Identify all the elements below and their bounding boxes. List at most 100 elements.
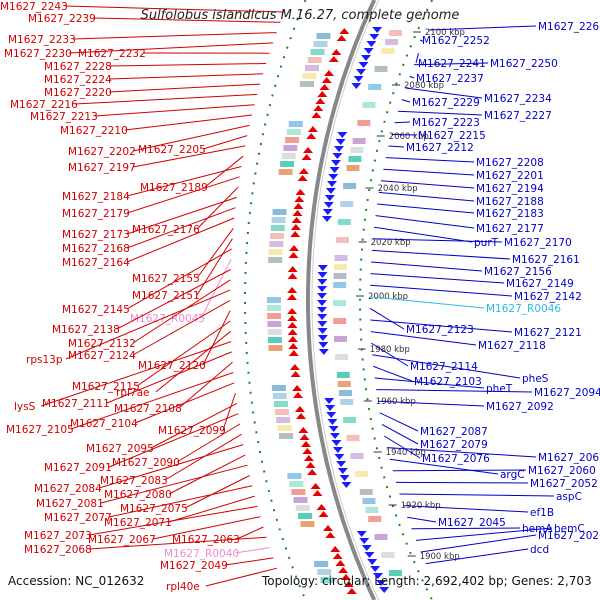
reverse-gene-arrow (329, 167, 340, 173)
left-leader-line (126, 207, 236, 249)
left-gene-label: M1627_2173 (62, 229, 130, 241)
reverse-gene-arrow (317, 314, 328, 320)
reverse-gene-arrow (317, 300, 327, 306)
left-leader-line (196, 238, 233, 296)
forward-gene-arrow (289, 245, 299, 251)
right-gene-label: M1627_R0046 (486, 303, 561, 315)
forward-gene-arrow (290, 224, 301, 230)
gene-block-inner (340, 399, 354, 405)
gene-block-inner (346, 435, 360, 441)
gene-block-inner (337, 219, 351, 225)
gene-block-inner (388, 570, 402, 576)
right-leader-line (385, 157, 475, 163)
forward-gene-arrow (292, 210, 303, 216)
forward-gene-arrow (287, 287, 298, 293)
gene-block-inner (359, 489, 373, 495)
reverse-gene-arrow (359, 538, 370, 544)
right-leader-line (374, 226, 473, 243)
right-leader-line (371, 342, 409, 367)
left-leader-line (178, 361, 233, 409)
left-gene-label: M1627_2202 (68, 146, 136, 158)
reverse-gene-arrow (364, 552, 375, 558)
left-leader-line (126, 217, 235, 263)
right-leader-line (371, 249, 511, 260)
right-gene-label: M1627_2065 (538, 452, 600, 464)
left-gene-label: M1627_2184 (62, 191, 130, 203)
reverse-gene-arrow (325, 188, 336, 194)
gene-block-outer (277, 425, 292, 431)
forward-gene-arrow (325, 532, 336, 538)
left-leader-line (41, 341, 232, 407)
right-leader-line (370, 284, 513, 297)
gene-block-outer (271, 217, 286, 223)
gene-block-inner (362, 102, 376, 108)
forward-gene-arrow (298, 427, 309, 433)
right-leader-line (373, 365, 413, 382)
gene-block-inner (368, 84, 382, 90)
left-gene-label: M1627_2105 (6, 424, 74, 436)
gene-block-outer (283, 145, 298, 151)
gene-block-inner (381, 552, 395, 558)
right-leader-line (415, 527, 553, 541)
left-leader-line (196, 228, 234, 279)
left-gene-label: M1627_2224 (44, 74, 112, 86)
gene-block-outer (267, 321, 282, 327)
left-gene-label: M1627_2081 (36, 498, 104, 510)
reverse-gene-arrow (358, 62, 369, 68)
right-gene-label: hemC (554, 523, 585, 535)
right-gene-label: M1627_2201 (476, 170, 544, 182)
reverse-gene-arrow (336, 461, 347, 467)
forward-gene-arrow (305, 462, 316, 468)
backbone-shadow (311, 0, 380, 600)
outer-dotted-ring (244, 0, 307, 600)
kbp-tick-label: 2040 kbp (378, 184, 418, 194)
forward-gene-arrow (330, 546, 341, 552)
gene-block-outer (305, 65, 319, 71)
left-gene-label: M1627_2176 (132, 224, 200, 236)
forward-gene-arrow (287, 273, 298, 279)
left-leader-line (88, 536, 267, 550)
left-leader-line (152, 516, 261, 540)
gene-block-inner (348, 156, 362, 162)
gene-block-inner (385, 39, 399, 45)
reverse-gene-arrow (363, 48, 374, 54)
left-gene-label: M1627_2179 (62, 208, 130, 220)
right-gene-label: M1627_2142 (514, 291, 582, 303)
forward-gene-arrow (303, 147, 313, 153)
right-gene-label: dcd (530, 544, 549, 556)
reverse-gene-arrow (317, 307, 327, 313)
gene-block-inner (346, 165, 360, 171)
left-leader-line (100, 464, 248, 504)
left-leader-line (126, 248, 232, 310)
gene-block-outer (288, 121, 303, 127)
left-leader-line (184, 475, 250, 509)
right-leader-line (377, 203, 475, 214)
reverse-gene-arrow (334, 454, 345, 460)
forward-gene-arrow (296, 413, 306, 419)
right-gene-label: M1627_2118 (478, 340, 546, 352)
left-gene-label: M1627_2205 (138, 144, 206, 156)
reverse-gene-arrow (325, 405, 336, 411)
accession-label: Accession: NC_012632 (8, 574, 145, 588)
reverse-gene-arrow (369, 34, 380, 40)
left-gene-label: M1627_2084 (34, 483, 102, 495)
forward-gene-arrow (324, 70, 334, 76)
forward-gene-arrow (294, 196, 305, 202)
left-leader-line (92, 17, 281, 23)
gene-block-outer (317, 569, 332, 575)
left-leader-line (168, 495, 255, 523)
right-gene-label: M1627_2060 (528, 465, 596, 477)
right-gene-label: M1627_2223 (412, 117, 480, 129)
gene-block-inner (333, 282, 347, 288)
right-leader-line (405, 87, 483, 99)
reverse-gene-arrow (379, 587, 390, 593)
right-gene-label: M1627_2215 (418, 130, 486, 142)
right-leader-line (391, 133, 417, 136)
left-gene-label: lysS (14, 401, 36, 413)
left-gene-label: M1627_2077 (44, 512, 112, 524)
reverse-gene-arrow (361, 545, 372, 551)
forward-gene-arrow (343, 581, 354, 587)
left-leader-line (126, 166, 242, 197)
right-leader-line (371, 261, 483, 272)
